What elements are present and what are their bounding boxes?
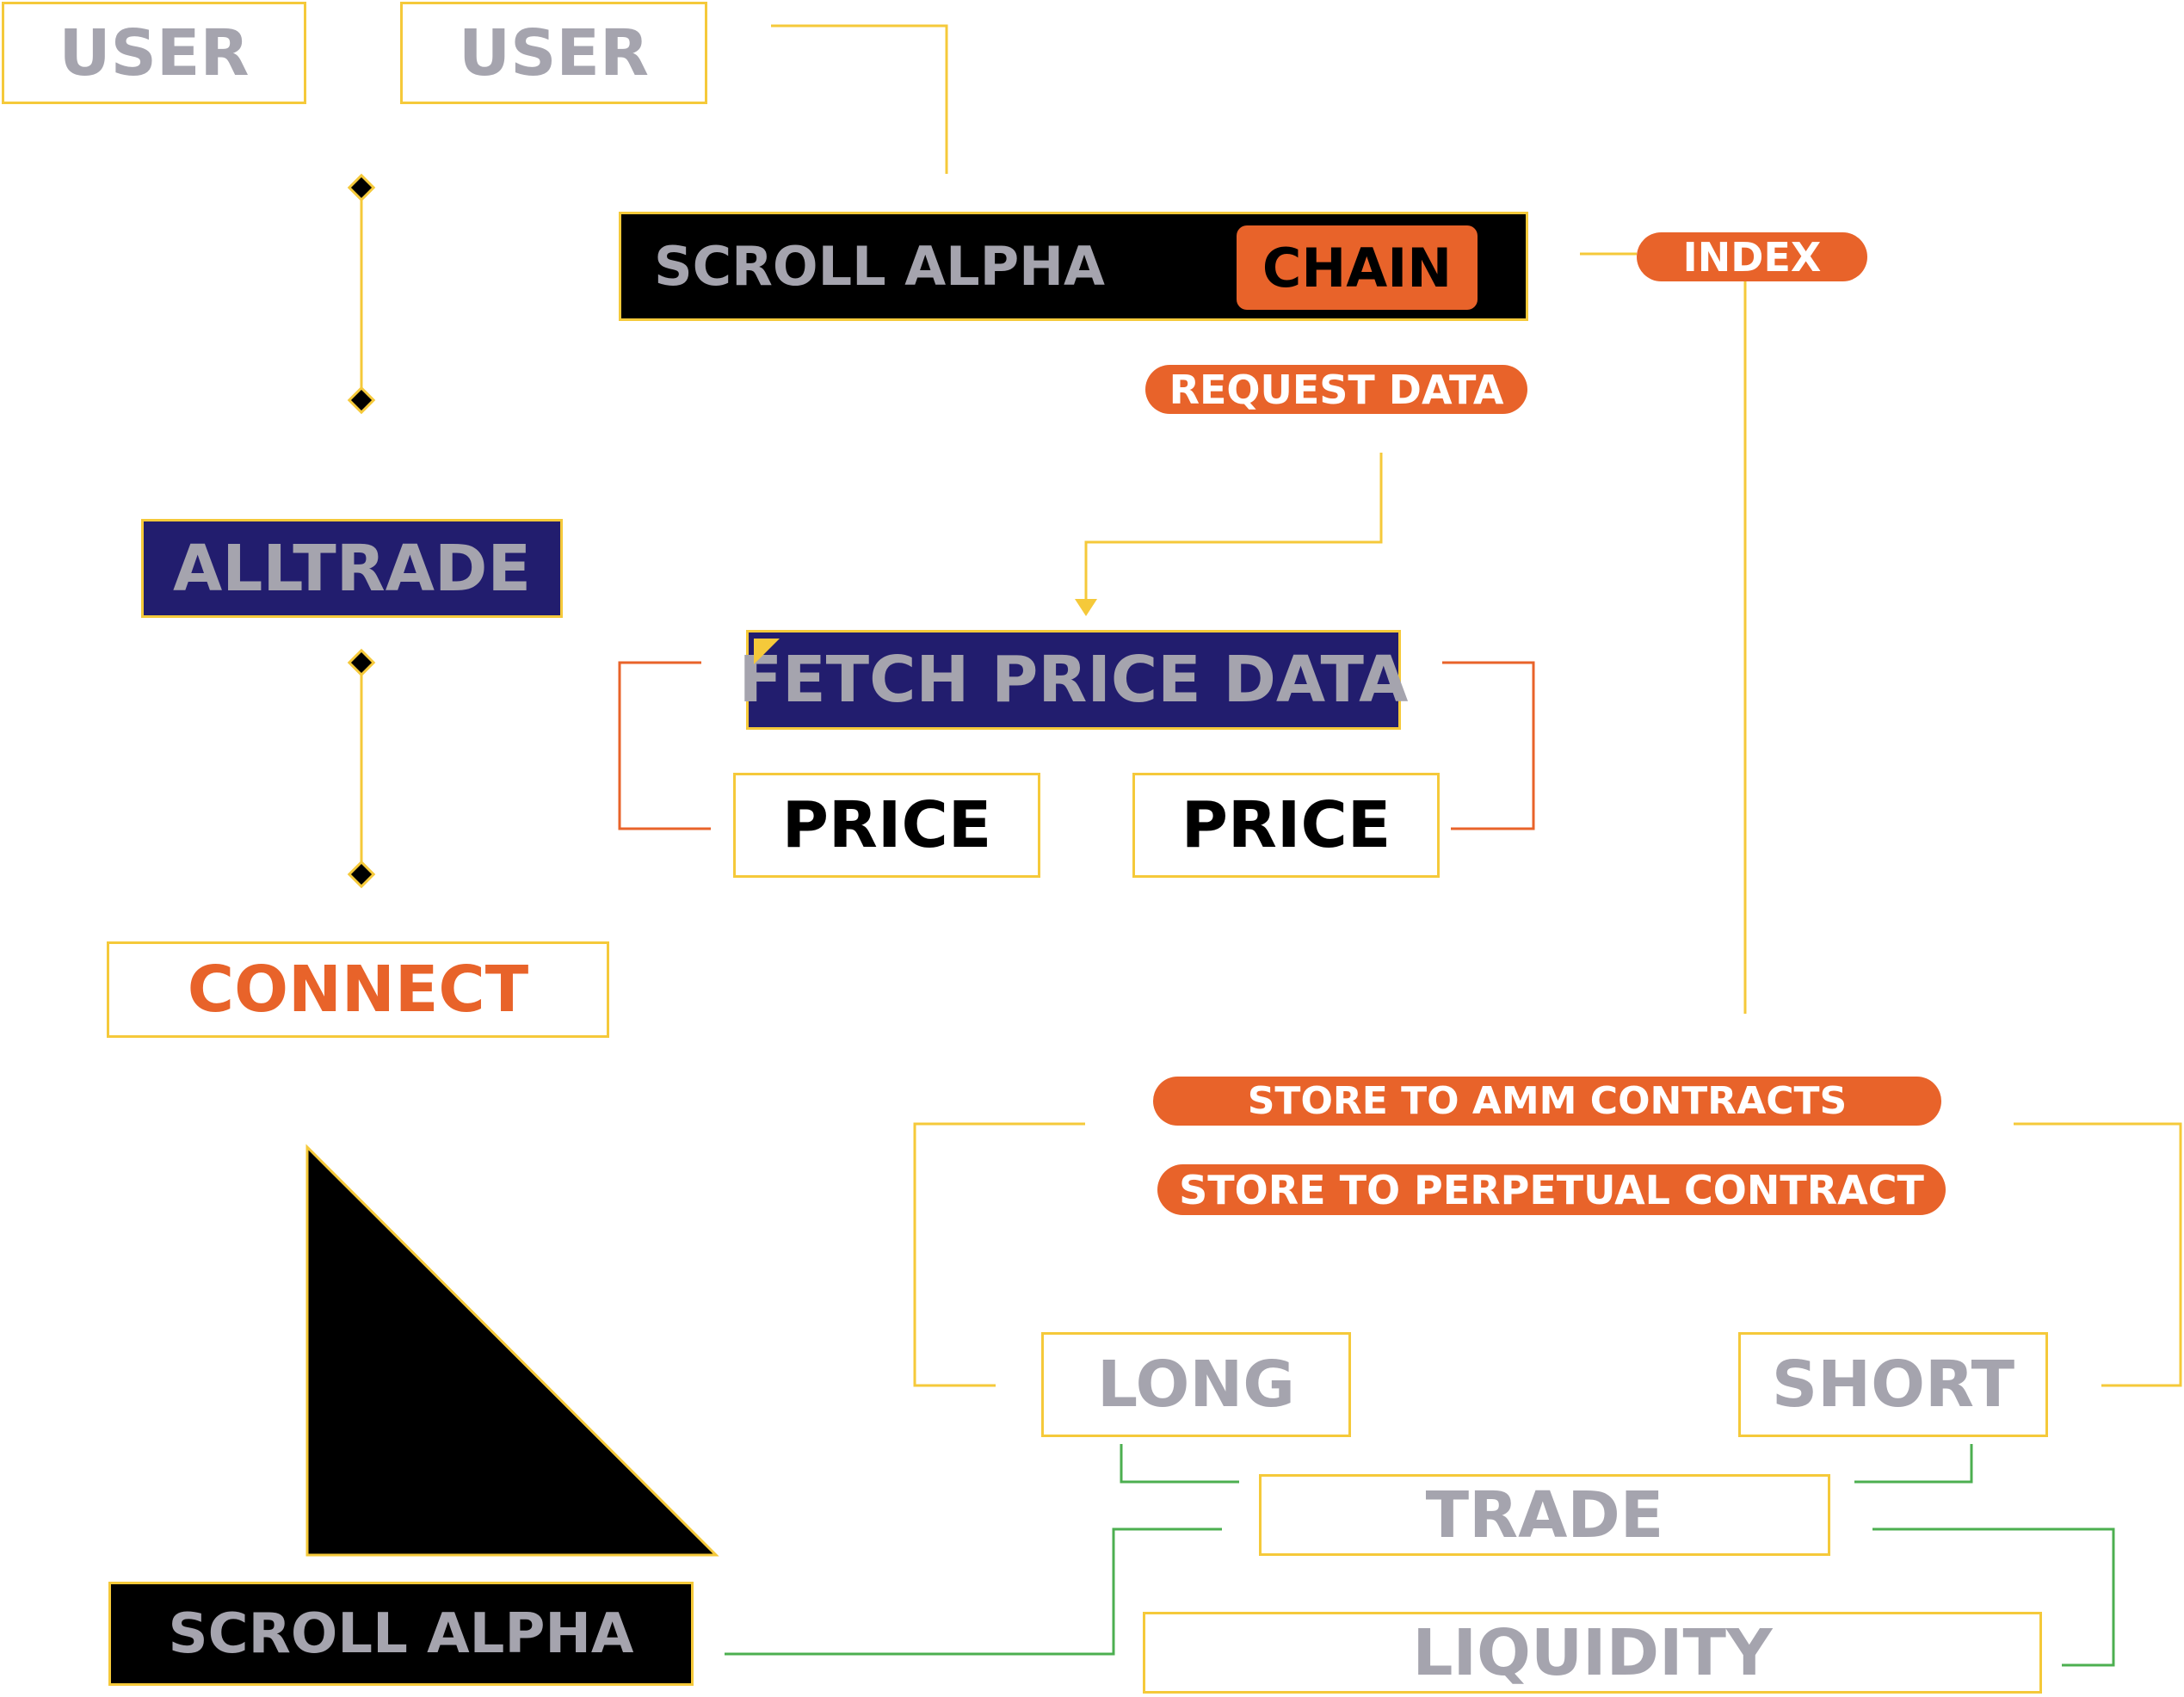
fetch-price-data-box: FETCH PRICE DATA — [739, 630, 1408, 730]
diamond-marker-icon — [347, 860, 376, 889]
connector-short-to-trade — [1854, 1444, 1973, 1484]
connector-fetch-to-price-left — [618, 661, 711, 830]
chain-tag: CHAIN — [1237, 225, 1478, 310]
index-pill: INDEX — [1637, 232, 1867, 281]
store-amm-label: STORE TO AMM CONTRACTS — [1247, 1079, 1848, 1123]
diamond-marker-icon — [347, 648, 376, 677]
alltrade-label: ALLTRADE — [172, 531, 532, 606]
connector-store-to-short — [2014, 1122, 2182, 1387]
price-label: PRICE — [781, 788, 992, 862]
long-label: LONG — [1096, 1348, 1296, 1422]
connector-trade-to-liquidity — [1872, 1527, 2115, 1667]
price-label: PRICE — [1181, 788, 1391, 862]
connector-user-to-scroll — [771, 24, 948, 174]
index-label: INDEX — [1682, 233, 1822, 281]
price-box-right: PRICE — [1132, 773, 1440, 878]
user-label: USER — [59, 15, 250, 90]
scroll-alpha-label: SCROLL ALPHA — [654, 235, 1106, 298]
short-label: SHORT — [1771, 1348, 2015, 1422]
chain-label: CHAIN — [1262, 236, 1453, 299]
scroll-alpha-bottom-box: SCROLL ALPHA — [108, 1582, 694, 1686]
user-label: USER — [459, 15, 649, 90]
connect-label: CONNECT — [187, 953, 529, 1027]
fetch-price-data-label: FETCH PRICE DATA — [738, 643, 1409, 717]
arrow-down-icon — [1075, 599, 1097, 616]
price-box-left: PRICE — [733, 773, 1040, 878]
store-amm-pill: STORE TO AMM CONTRACTS — [1153, 1077, 1941, 1126]
connect-box: CONNECT — [107, 941, 609, 1038]
scroll-alpha-label: SCROLL ALPHA — [168, 1601, 634, 1666]
right-triangle-shape — [305, 1144, 719, 1557]
store-perpetual-pill: STORE TO PERPETUAL CONTRACT — [1157, 1164, 1946, 1215]
diamond-marker-icon — [347, 386, 376, 415]
connector-store-to-long — [913, 1122, 1085, 1387]
request-data-label: REQUEST DATA — [1169, 366, 1504, 413]
user-box-right: USER — [400, 2, 707, 104]
diamond-marker-icon — [347, 173, 376, 202]
connector-scroll-to-trade — [725, 1527, 1222, 1656]
store-perpetual-label: STORE TO PERPETUAL CONTRACT — [1179, 1166, 1924, 1213]
liquidity-label: LIQUIDITY — [1412, 1615, 1773, 1690]
connector-request-to-fetch — [1084, 453, 1383, 602]
short-box: SHORT — [1738, 1332, 2048, 1437]
corner-marker-icon — [754, 639, 780, 664]
liquidity-box: LIQUIDITY — [1143, 1612, 2042, 1694]
trade-box: TRADE — [1259, 1474, 1830, 1556]
request-data-pill: REQUEST DATA — [1145, 365, 1527, 414]
connector-long-to-trade — [1120, 1444, 1239, 1484]
user-box-left: USER — [2, 2, 306, 104]
long-box: LONG — [1041, 1332, 1351, 1437]
trade-label: TRADE — [1425, 1478, 1664, 1552]
connector-fetch-to-price-right — [1442, 661, 1535, 830]
alltrade-box: ALLTRADE — [141, 519, 563, 618]
